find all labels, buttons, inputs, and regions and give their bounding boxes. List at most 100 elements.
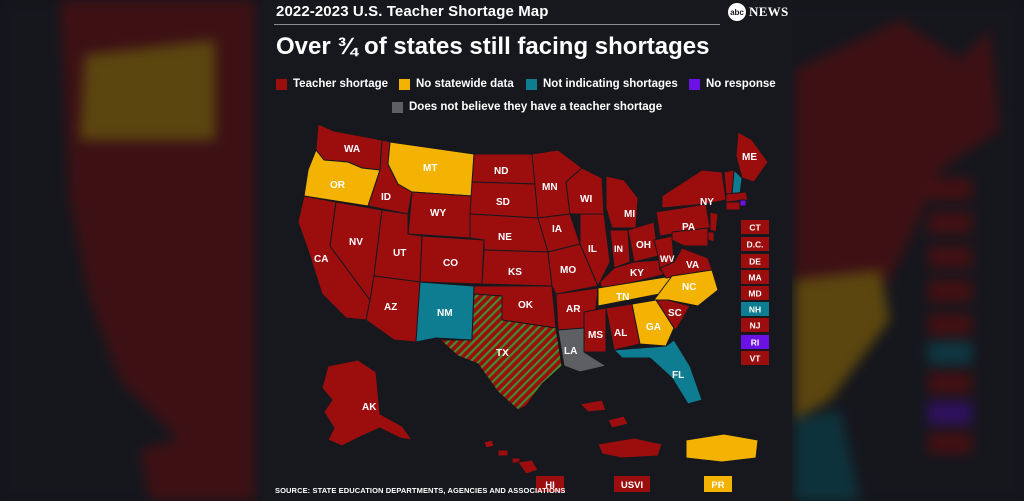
state-HI-island-1[interactable] [483,439,495,449]
state-HI-island-4[interactable] [517,459,539,475]
territory-box-USVI[interactable] [614,476,650,492]
label-IL: IL [588,244,597,255]
label-NY: NY [700,197,714,208]
state-MI[interactable] [605,175,639,229]
label-WA: WA [344,144,360,155]
small-state-label-NH: NH [749,305,761,315]
label-TX: TX [496,348,509,359]
state-MO[interactable] [547,243,599,295]
legend-item-not-indicating: Not indicating shortages [526,78,678,90]
small-state-box-NH[interactable] [741,302,769,316]
label-AR: AR [566,304,581,315]
legend-item-no-response: No response [689,78,776,90]
state-VA[interactable] [659,247,713,279]
state-MS[interactable] [583,307,607,353]
source-note: SOURCE: STATE EDUCATION DEPARTMENTS, AGE… [275,486,566,495]
state-VT[interactable] [723,169,735,195]
abc-logo-mark: abc [728,3,746,21]
state-HI-island-2[interactable] [497,449,509,457]
state-TX[interactable] [439,293,563,411]
label-SC: SC [668,308,682,319]
state-NJ[interactable] [709,211,719,233]
label-PA: PA [682,222,695,233]
label-AZ: AZ [384,302,397,313]
small-state-box-CT[interactable] [741,220,769,234]
state-ME[interactable] [735,131,769,183]
label-WY: WY [430,208,446,219]
label-NM: NM [437,308,453,319]
small-state-box-MA[interactable] [741,270,769,284]
label-WV: WV [660,254,675,264]
header-rule [274,24,720,25]
label-NC: NC [682,282,696,293]
label-CA: CA [314,254,328,265]
territory-PR[interactable] [685,433,759,463]
state-NC[interactable] [653,269,719,307]
state-SC[interactable] [655,299,691,331]
infographic-card: 2022-2023 U.S. Teacher Shortage Map abc … [262,0,792,501]
legend-label-shortage: Teacher shortage [293,78,389,90]
state-FL[interactable] [613,339,703,405]
label-ID: ID [381,192,391,203]
label-ND: ND [494,166,508,177]
small-state-box-RI[interactable] [741,335,769,349]
small-state-box-NJ[interactable] [741,318,769,332]
legend-item-shortage: Teacher shortage [276,78,388,90]
small-state-label-RI: RI [751,338,760,348]
territory-USVI-island-3[interactable] [597,437,663,459]
small-state-label-MA: MA [748,273,761,283]
small-state-box-DE[interactable] [741,254,769,268]
label-ME: ME [742,152,757,163]
state-AK[interactable] [321,359,413,447]
state-GA[interactable] [631,299,675,347]
label-MO: MO [560,265,576,276]
state-MD[interactable] [671,227,709,247]
label-MS: MS [588,330,603,341]
legend-swatch-no-shortage [392,101,403,113]
label-IN: IN [614,244,623,254]
state-IL[interactable] [579,213,611,287]
state-RI[interactable] [739,199,747,207]
label-AK: AK [362,402,377,413]
legend-swatch-shortage [276,78,287,90]
small-state-box-MD[interactable] [741,286,769,300]
label-OK: OK [518,300,534,311]
territory-USVI-island-2[interactable] [607,415,629,429]
small-state-box-DC[interactable] [741,237,769,251]
label-KY: KY [630,268,644,279]
label-MN: MN [542,182,558,193]
legend-swatch-no-response [689,78,700,90]
label-AL: AL [614,328,627,339]
territory-box-HI[interactable] [536,476,564,492]
territory-label-PR: PR [711,480,724,491]
small-state-label-DE: DE [749,257,761,267]
state-DE[interactable] [707,231,715,243]
state-WI[interactable] [565,167,605,215]
label-TN: TN [616,292,629,303]
label-GA: GA [646,322,661,333]
state-NM[interactable] [415,281,475,343]
territory-label-USVI: USVI [621,480,643,491]
headline: Over ¾ of states still facing shortages [276,33,710,60]
label-UT: UT [393,248,406,259]
legend-label-no-shortage: Does not believe they have a teacher sho… [409,101,663,113]
territory-label-HI: HI [545,480,555,491]
label-NV: NV [349,237,363,248]
territory-box-PR[interactable] [704,476,732,492]
label-KS: KS [508,267,522,278]
small-state-label-NJ: NJ [750,321,761,331]
legend-item-no-shortage: Does not believe they have a teacher sho… [392,101,662,113]
state-NY[interactable] [661,169,727,209]
small-state-label-CT: CT [749,223,761,233]
label-CO: CO [443,258,458,269]
territory-USVI-island-1[interactable] [579,399,607,413]
label-FL: FL [672,370,684,381]
small-state-label-MD: MD [748,289,761,299]
small-state-box-VT[interactable] [741,351,769,365]
small-state-label-DC: D.C. [747,240,764,250]
label-IA: IA [552,224,562,235]
state-CT[interactable] [725,201,741,211]
infographic-kicker: 2022-2023 U.S. Teacher Shortage Map [276,3,549,20]
state-IN[interactable] [609,229,631,269]
legend-swatch-not-indicating [526,78,537,90]
